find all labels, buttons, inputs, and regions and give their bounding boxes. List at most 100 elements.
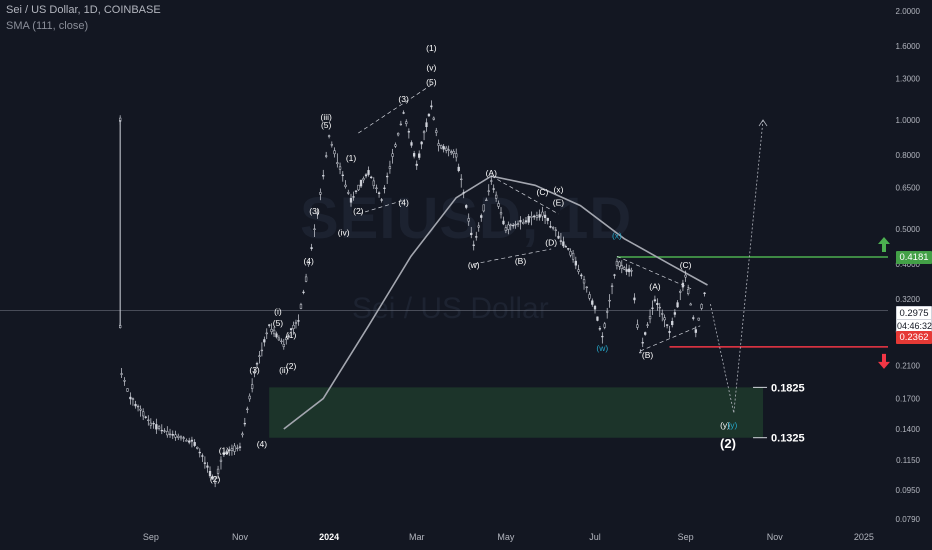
- wave-label: (E): [553, 198, 565, 208]
- candle-body: [447, 149, 450, 151]
- candle-body: [142, 411, 145, 417]
- candle-body: [687, 289, 690, 294]
- channel-upper: [358, 84, 432, 134]
- candle-body: [302, 291, 305, 294]
- y-tick-label: 1.0000: [896, 116, 921, 125]
- y-tick-label: 0.4000: [896, 260, 921, 269]
- up-arrow-icon: [878, 237, 890, 253]
- candle-body: [394, 144, 397, 147]
- candle-body: [480, 215, 483, 218]
- candle-body: [383, 187, 386, 189]
- wave-label: (1): [346, 153, 357, 163]
- candle-body: [297, 320, 300, 322]
- x-tick-label: Sep: [143, 532, 159, 542]
- candle-body: [402, 112, 405, 114]
- x-tick-label: Mar: [409, 532, 425, 542]
- x-tick-label: Nov: [232, 532, 249, 542]
- candle-body: [338, 166, 342, 170]
- x-tick-label: 2024: [319, 532, 339, 542]
- candle-body: [596, 316, 599, 321]
- candle-body: [554, 229, 557, 231]
- candle-body: [437, 143, 440, 146]
- candle-body: [222, 452, 226, 456]
- candle-body: [160, 429, 163, 432]
- candle-body: [630, 270, 633, 272]
- candle-body: [658, 306, 661, 309]
- candle-body: [663, 317, 666, 321]
- wave-label: (x): [612, 231, 622, 241]
- wave-label: (2): [210, 474, 221, 484]
- x-tick-label: Nov: [767, 532, 784, 542]
- candle-body: [157, 426, 161, 429]
- candle-body: [694, 329, 697, 333]
- candle-body: [265, 332, 268, 335]
- candle-body: [349, 198, 353, 203]
- candle-body: [412, 153, 416, 157]
- candle-body: [246, 408, 249, 410]
- x-tick-label: 2025: [854, 532, 874, 542]
- wave-label: (i): [274, 307, 282, 317]
- candle-body: [689, 303, 692, 306]
- candle-body: [163, 430, 166, 432]
- candle-body: [472, 244, 475, 246]
- candle-body: [527, 216, 530, 223]
- candle-body: [644, 332, 647, 335]
- chart-title[interactable]: Sei / US Dollar, 1D, COINBASE: [6, 4, 161, 16]
- candle-body: [152, 422, 155, 425]
- candle-body: [535, 215, 539, 218]
- candle-body: [211, 476, 214, 480]
- candle-body: [639, 351, 642, 354]
- x-tick-label: Jul: [589, 532, 601, 542]
- candle-body: [497, 203, 500, 207]
- wave-label: (y): [727, 420, 737, 430]
- indicator-legend[interactable]: SMA (111, close): [6, 20, 89, 32]
- projection-path: [710, 119, 764, 414]
- y-tick-label: 1.6000: [896, 42, 921, 51]
- candle-body: [618, 261, 621, 267]
- candle-body: [671, 320, 674, 326]
- candle-body: [569, 251, 572, 256]
- candle-body: [243, 422, 246, 425]
- candle-body: [673, 312, 677, 315]
- candle-body: [656, 302, 659, 306]
- candle-body: [530, 216, 533, 218]
- candle-body: [147, 419, 150, 421]
- candle-body: [325, 155, 328, 157]
- candle-body: [149, 422, 152, 426]
- candle-body: [452, 151, 455, 154]
- candle-body: [327, 135, 331, 137]
- wave-label: (4): [398, 198, 409, 208]
- candle-body: [410, 142, 413, 146]
- candle-body: [504, 227, 508, 231]
- candle-body: [344, 184, 347, 187]
- y-tick-label: 0.1700: [896, 395, 921, 404]
- candle-body: [299, 304, 303, 309]
- candle-body: [292, 324, 295, 329]
- candle-body: [467, 218, 470, 222]
- candle-body: [692, 317, 695, 319]
- candle-body: [380, 199, 383, 201]
- y-tick-label: 0.1400: [896, 425, 921, 434]
- wave-label: (y): [720, 420, 730, 430]
- candle-body: [391, 153, 394, 157]
- candle-body: [188, 440, 191, 443]
- candle-body: [703, 292, 706, 294]
- candle-body: [364, 174, 368, 177]
- candle-body: [593, 305, 597, 310]
- candle-body: [420, 141, 423, 145]
- candle-body: [636, 324, 639, 328]
- candle-body: [166, 431, 169, 436]
- candle-body: [285, 337, 288, 340]
- candle-body: [241, 433, 244, 436]
- candle-body: [275, 333, 278, 338]
- candle-body: [676, 302, 679, 308]
- candle-body: [684, 274, 687, 278]
- candle-body: [233, 445, 236, 452]
- candle-body: [272, 329, 276, 335]
- wave-label: (5): [273, 318, 284, 328]
- candle-body: [190, 439, 194, 442]
- candle-body: [512, 224, 515, 227]
- y-tick-label: 0.2100: [896, 361, 921, 370]
